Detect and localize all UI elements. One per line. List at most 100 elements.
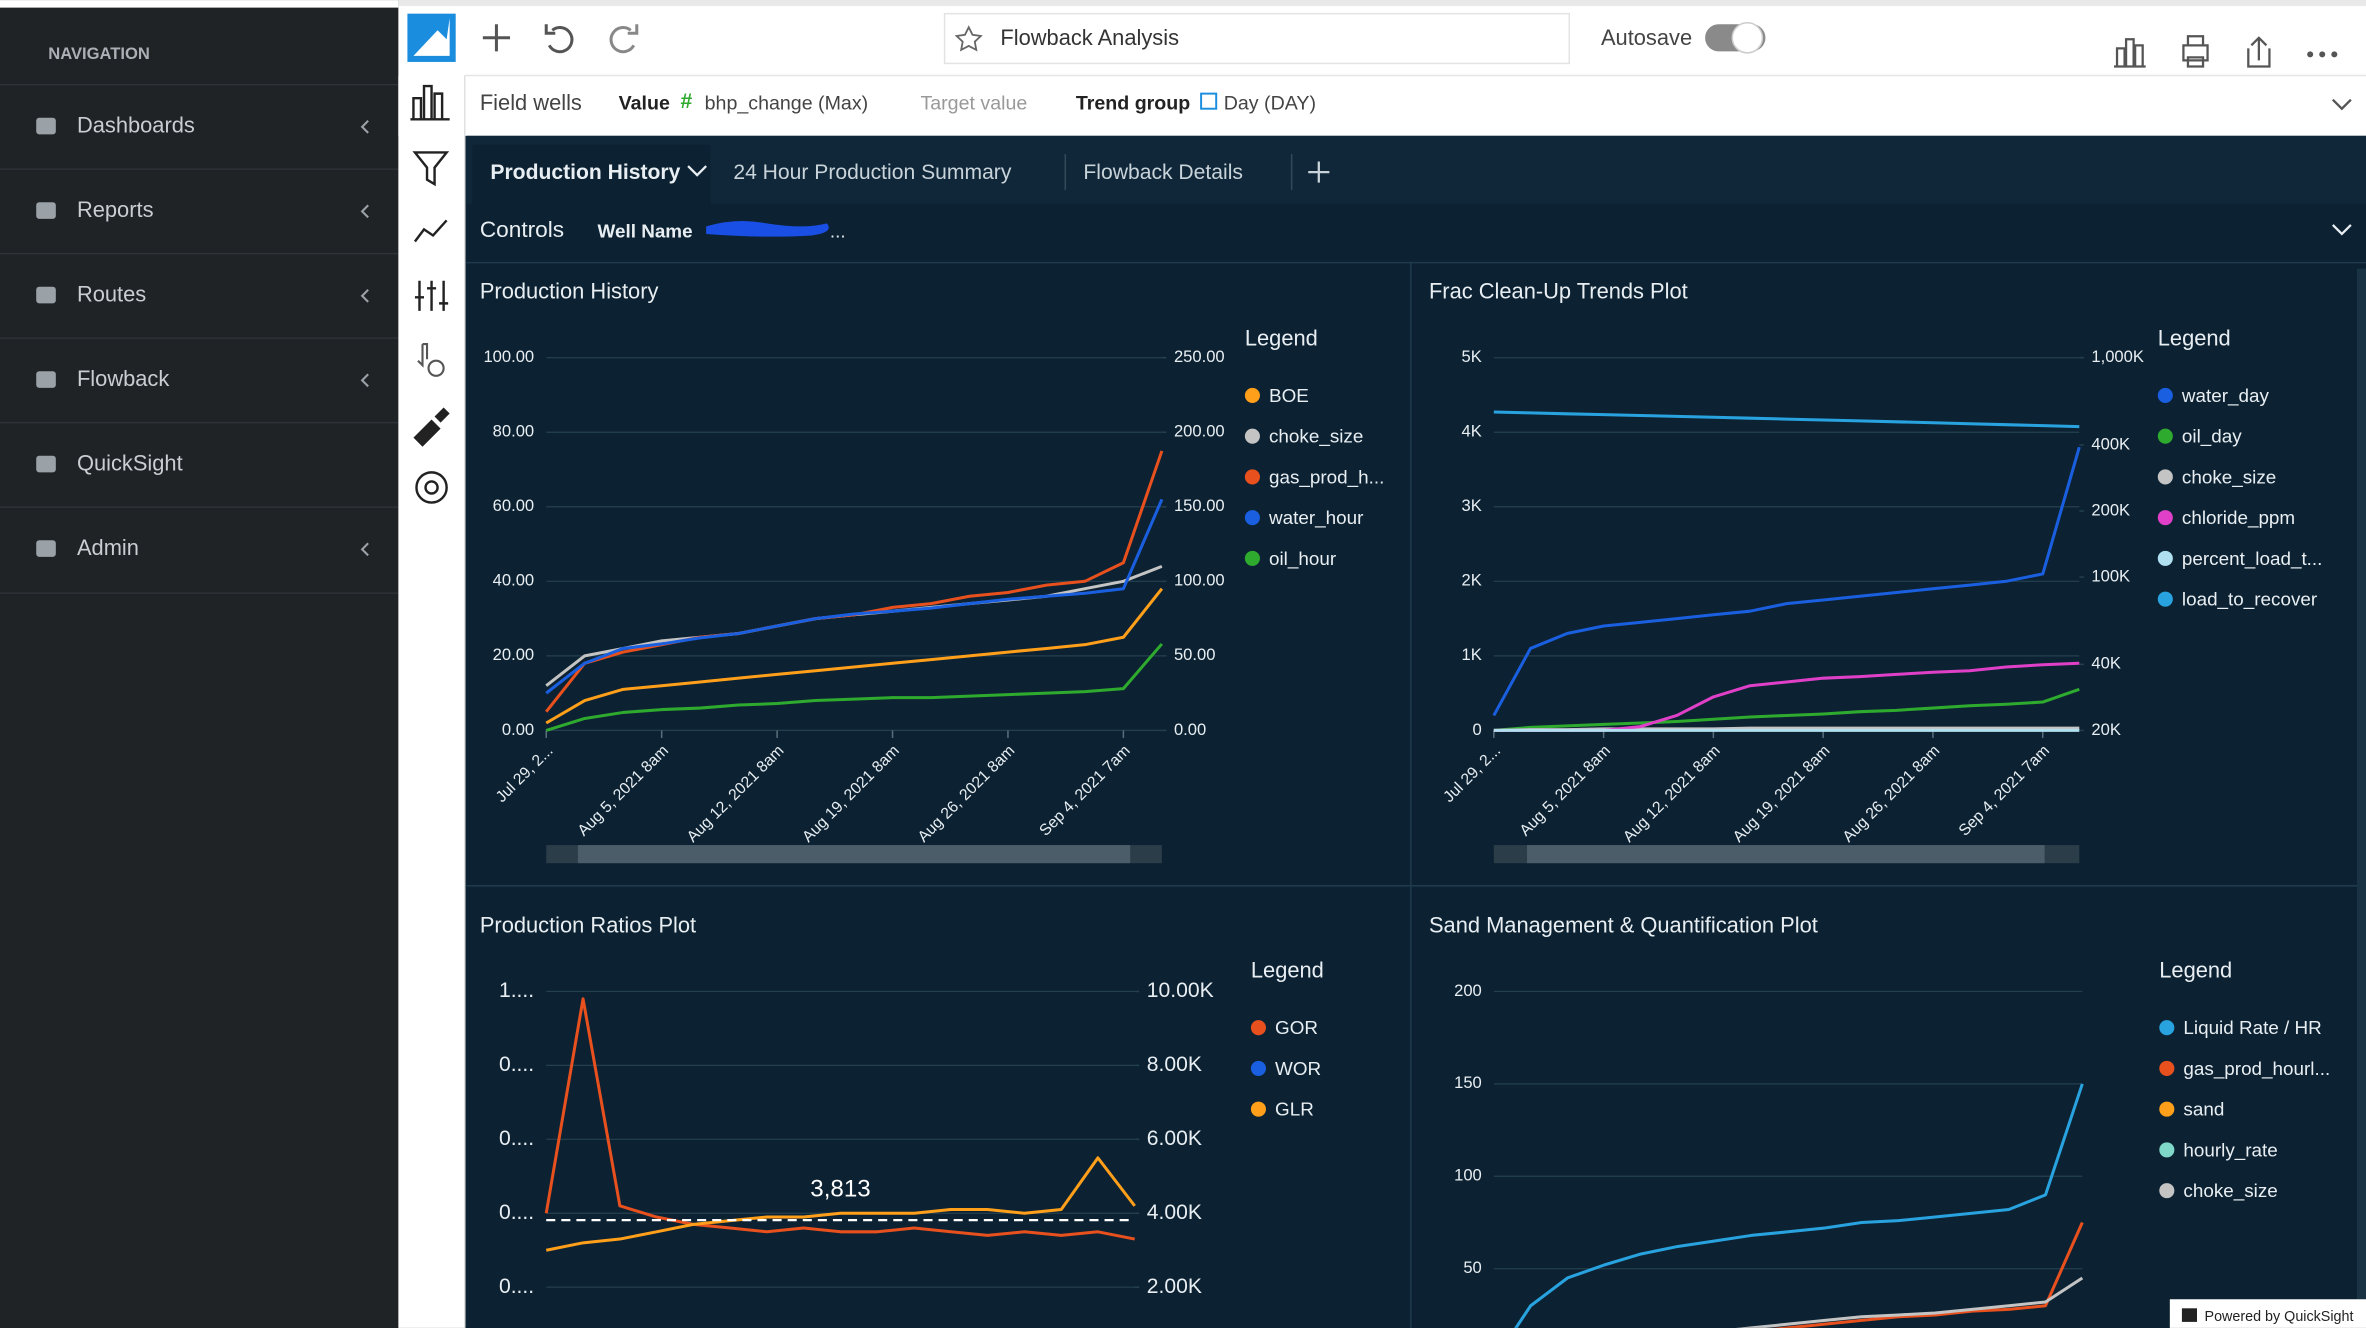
legend-label[interactable]: GLR [1275, 1099, 1314, 1120]
y2-tick-label: 400K [2091, 434, 2130, 453]
settings-icon[interactable] [415, 471, 448, 504]
series-line [544, 997, 1136, 1241]
legend-swatch [1250, 1101, 1266, 1117]
analysis-name-box[interactable] [943, 12, 1571, 65]
legend-label[interactable]: choke_size [2183, 1180, 2277, 1202]
field-wells-title: Field wells [480, 90, 582, 115]
nav-item[interactable] [0, 84, 399, 170]
y-tick-label: 3K [1461, 496, 1481, 515]
y2-tick-label: 20K [2091, 720, 2121, 739]
legend-swatch [1250, 1060, 1266, 1076]
nav-chevron [360, 120, 369, 134]
sheet-tab[interactable]: Flowback Details [1083, 161, 1243, 184]
legend-label[interactable]: BOE [1269, 385, 1309, 406]
legend-label[interactable]: choke_size [1269, 426, 1363, 448]
y-tick-label: 0.... [499, 1053, 534, 1076]
control-value[interactable]: ... [830, 220, 846, 241]
legend-label[interactable]: water_hour [1268, 507, 1363, 529]
visualize-icon[interactable] [2114, 38, 2146, 68]
add-button[interactable] [482, 24, 511, 52]
legend-label[interactable]: Liquid Rate / HR [2183, 1017, 2321, 1038]
legend-label[interactable]: gas_prod_h... [1269, 466, 1384, 488]
visuals-icon[interactable] [410, 84, 450, 121]
nav-icon [36, 286, 56, 304]
nav-icon [36, 540, 56, 557]
parameters-icon[interactable] [414, 280, 449, 311]
legend-label[interactable]: hourly_rate [2183, 1139, 2277, 1161]
y2-tick-label: 200K [2091, 500, 2130, 519]
legend-label[interactable]: WOR [1275, 1058, 1321, 1079]
y2-tick-label: 100.00 [1174, 571, 1225, 590]
scrollbar[interactable] [2356, 268, 2366, 1328]
nav-label[interactable]: Reports [77, 197, 154, 222]
y-tick-label: 150 [1454, 1073, 1482, 1092]
undo-button[interactable] [544, 24, 574, 54]
well-field[interactable]: bhp_change (Max) [705, 92, 869, 114]
share-icon[interactable] [2247, 36, 2271, 68]
series-line [1772, 1221, 2084, 1328]
collapse-icon[interactable] [2332, 224, 2352, 236]
legend-swatch [1244, 387, 1260, 403]
nav-title: NAVIGATION [48, 44, 150, 63]
analysis-name[interactable]: Flowback Analysis [1000, 25, 1179, 50]
legend-label[interactable]: oil_day [2182, 426, 2242, 448]
autosave-label: Autosave [1601, 25, 1692, 50]
legend-label[interactable]: sand [2183, 1099, 2224, 1120]
range-thumb[interactable] [1527, 845, 2045, 864]
nav-label[interactable]: Flowback [77, 366, 169, 391]
filter-icon[interactable] [412, 151, 450, 187]
nav-label[interactable]: Dashboards [77, 113, 195, 138]
themes-icon[interactable] [413, 407, 450, 447]
insights-icon[interactable] [413, 219, 448, 243]
nav-label[interactable]: QuickSight [77, 451, 183, 476]
chart-title: Sand Management & Quantification Plot [1429, 912, 1818, 937]
y2-tick-label: 10.00K [1147, 979, 1214, 1002]
add-sheet[interactable] [1308, 161, 1330, 183]
series-line [545, 642, 1164, 732]
sheet-tab[interactable]: 24 Hour Production Summary [733, 161, 1012, 184]
legend-label[interactable]: water_day [2181, 385, 2270, 407]
y-tick-label: 4K [1461, 422, 1481, 441]
y2-tick-label: 1,000K [2091, 347, 2144, 366]
logo-mark [413, 18, 450, 56]
legend-label[interactable]: chloride_ppm [2182, 507, 2295, 529]
nav-item[interactable] [0, 169, 399, 254]
tab-menu[interactable] [687, 165, 707, 177]
well-field[interactable]: Day (DAY) [1224, 92, 1316, 114]
legend-label[interactable]: percent_load_t... [2182, 548, 2323, 570]
legend-swatch [2159, 1142, 2175, 1158]
legend-swatch [2157, 469, 2173, 485]
expand-icon[interactable] [2332, 98, 2352, 111]
active-tab[interactable] [472, 144, 711, 204]
nav-item[interactable] [0, 338, 399, 423]
nav-label[interactable]: Admin [77, 535, 139, 560]
y-tick-label: 2K [1461, 571, 1481, 590]
legend-label[interactable]: choke_size [2182, 466, 2276, 488]
legend-label[interactable]: load_to_recover [2182, 589, 2317, 611]
nav-item[interactable] [0, 253, 399, 339]
legend-title: Legend [2158, 325, 2231, 350]
actions-gear [427, 359, 445, 377]
more-icon[interactable] [2307, 51, 2338, 58]
legend-label[interactable]: gas_prod_hourl... [2183, 1058, 2330, 1080]
range-thumb[interactable] [577, 845, 1131, 864]
actions-icon[interactable] [417, 343, 429, 368]
legend-swatch [1244, 469, 1260, 485]
favorite-icon[interactable] [954, 25, 983, 52]
series-line [545, 1156, 1136, 1252]
legend-label[interactable]: oil_hour [1269, 548, 1336, 570]
y-tick-label: 0 [1473, 720, 1482, 739]
nav-item[interactable] [0, 422, 399, 508]
sheet-tab[interactable]: Production History [490, 161, 680, 184]
sidebar-top [0, 0, 399, 8]
redo-button[interactable] [609, 24, 639, 54]
print-icon[interactable] [2182, 35, 2209, 68]
nav-item[interactable] [0, 507, 399, 592]
reference-label: 3,813 [810, 1175, 870, 1202]
y-tick-label: 5K [1461, 347, 1481, 366]
well-label[interactable]: Target value [920, 92, 1027, 114]
nav-label[interactable]: Routes [77, 282, 146, 307]
y2-tick-label: 2.00K [1147, 1275, 1202, 1298]
legend-label[interactable]: GOR [1275, 1017, 1318, 1038]
y-tick-label: 50 [1463, 1258, 1481, 1277]
